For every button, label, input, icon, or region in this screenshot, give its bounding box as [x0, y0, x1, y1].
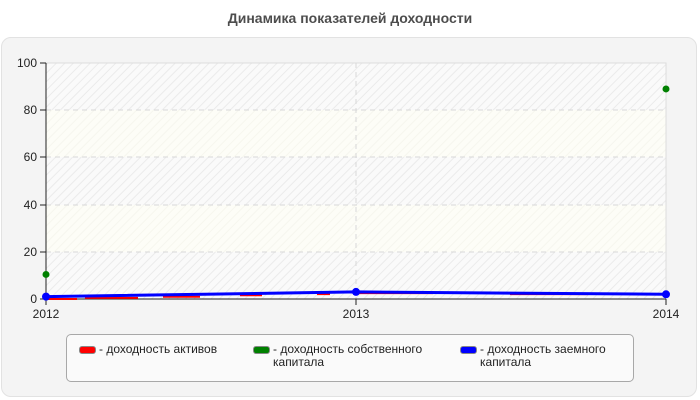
- gridlines: [46, 63, 666, 299]
- legend-swatch-red: [79, 346, 96, 354]
- x-tick-2014: 2014: [653, 307, 680, 321]
- y-tick-20: 20: [24, 245, 38, 259]
- y-tick-40: 40: [24, 198, 38, 212]
- legend-label: - доходность активов: [99, 342, 218, 356]
- y-tick-0: 0: [30, 292, 37, 306]
- y-tick-80: 80: [24, 103, 38, 117]
- legend-swatch-green: [253, 346, 270, 354]
- x-tick-2012: 2012: [33, 307, 60, 321]
- series-equity-return: [42, 85, 670, 278]
- axes: [40, 62, 667, 305]
- legend-label: - доходность собственного капитала: [273, 342, 423, 369]
- y-tick-60: 60: [24, 150, 38, 164]
- legend-label: - доходность заемного капитала: [480, 342, 606, 369]
- chart-title: Динамика показателей доходности: [227, 10, 473, 26]
- y-tick-100: 100: [17, 56, 37, 70]
- legend: - доходность активов - доходность собств…: [66, 334, 634, 382]
- x-tick-2013: 2013: [343, 307, 370, 321]
- legend-swatch-blue: [460, 346, 477, 354]
- series-borrowed-capital-return: [42, 287, 670, 301]
